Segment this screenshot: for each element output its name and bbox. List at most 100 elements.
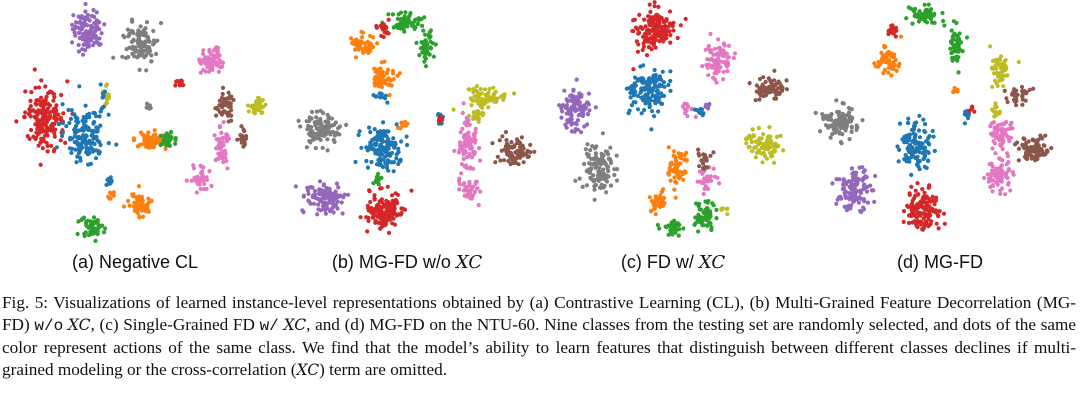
scatter-dot: [519, 135, 524, 140]
scatter-dot: [130, 44, 135, 49]
scatter-dot: [667, 166, 672, 171]
scatter-dot: [46, 101, 51, 106]
scatter-dot: [360, 35, 365, 40]
cluster-blue: [54, 84, 119, 167]
cluster-red: [886, 23, 899, 39]
scatter-dot: [731, 55, 736, 61]
scatter-dot: [883, 60, 888, 65]
scatter-dot: [631, 18, 636, 23]
scatter-dot: [823, 123, 829, 128]
scatter-dot: [85, 127, 90, 132]
scatter-dot: [220, 64, 225, 69]
scatter-dot: [638, 25, 643, 30]
scatter-dot: [588, 148, 593, 153]
scatter-dot: [80, 47, 85, 52]
scatter-dot: [111, 55, 116, 60]
scatter-dot: [314, 115, 319, 120]
scatter-dot: [995, 83, 1000, 88]
scatter-dot: [255, 103, 260, 108]
scatter-dot: [56, 122, 61, 127]
scatter-dot: [701, 166, 706, 171]
scatter-dot: [173, 137, 178, 143]
scatter-dot: [472, 133, 477, 138]
scatter-dot: [708, 212, 713, 217]
scatter-dot: [673, 195, 678, 200]
scatter-dot: [717, 45, 722, 51]
scatter-dot: [865, 200, 870, 205]
scatter-dot: [106, 96, 111, 101]
scatter-dot: [990, 189, 995, 194]
scatter-dot: [87, 31, 92, 36]
scatter-dot: [577, 176, 582, 181]
scatter-dot: [304, 145, 309, 150]
scatter-dot: [675, 35, 680, 41]
scatter-dot: [423, 64, 429, 69]
scatter-dot: [430, 41, 435, 46]
scatter-dot: [604, 162, 609, 167]
scatter-dot: [336, 126, 341, 131]
scatter-dot: [310, 134, 315, 139]
scatter-dot: [1031, 86, 1036, 91]
scatter-dot: [899, 34, 904, 39]
scatter-dot: [164, 131, 169, 136]
scatter-dot: [50, 121, 55, 126]
scatter-dot: [912, 123, 917, 128]
scatter-dot: [495, 96, 500, 101]
scatter-dot: [893, 34, 898, 39]
scatter-dot: [308, 116, 313, 121]
scatter-dot: [403, 10, 408, 15]
scatter-dot: [559, 106, 564, 111]
scatter-dot: [386, 12, 391, 17]
scatter-dot: [223, 99, 228, 104]
scatter-dot: [358, 215, 363, 220]
scatter-dot: [671, 28, 676, 33]
cluster-pink: [197, 45, 226, 75]
scatter-dot: [318, 137, 323, 142]
scatter-dot: [667, 29, 672, 34]
cluster-purple: [703, 101, 712, 111]
scatter-dot: [724, 63, 729, 68]
scatter-dot: [71, 13, 76, 18]
scatter-dot: [374, 23, 379, 29]
scatter-dot: [73, 33, 78, 38]
scatter-dot: [402, 14, 407, 19]
scatter-dot: [384, 216, 389, 221]
scatter-dot: [709, 65, 715, 70]
scatter-dot: [573, 127, 578, 132]
scatter-dot: [934, 221, 939, 226]
scatter-dot: [991, 178, 996, 183]
scatter-dot: [466, 130, 471, 135]
scatter-dot: [763, 79, 768, 84]
scatter-dot: [81, 52, 86, 57]
scatter-dot: [82, 138, 87, 143]
scatter-dot: [999, 169, 1004, 174]
scatter-dot: [635, 93, 640, 98]
scatter-dot: [456, 178, 462, 184]
scatter-dot: [1008, 122, 1013, 127]
scatter-dot: [956, 49, 961, 54]
scatter-dot: [229, 113, 234, 118]
scatter-dot: [652, 0, 657, 5]
scatter-dot: [221, 109, 226, 114]
scatter-dot: [565, 120, 570, 125]
scatter-dot: [591, 173, 596, 178]
scatter-dot: [906, 116, 911, 121]
scatter-dot: [588, 175, 593, 180]
cluster-blue: [353, 120, 410, 174]
scatter-dot: [143, 26, 148, 31]
scatter-dot: [726, 43, 731, 49]
scatter-dot: [998, 62, 1004, 68]
scatter-dot: [388, 212, 393, 218]
scatter-dot: [36, 143, 41, 148]
scatter-dot: [52, 134, 57, 139]
scatter-dot: [680, 170, 685, 175]
scatter-dot: [98, 109, 103, 114]
scatter-dot: [468, 166, 473, 171]
scatter-dot: [922, 129, 927, 134]
scatter-dot: [238, 133, 243, 138]
scatter-dot: [472, 94, 477, 99]
cluster-brown: [235, 124, 249, 149]
scatter-dot: [700, 64, 705, 69]
scatter-dot: [154, 51, 159, 57]
scatter-dot: [60, 130, 65, 135]
